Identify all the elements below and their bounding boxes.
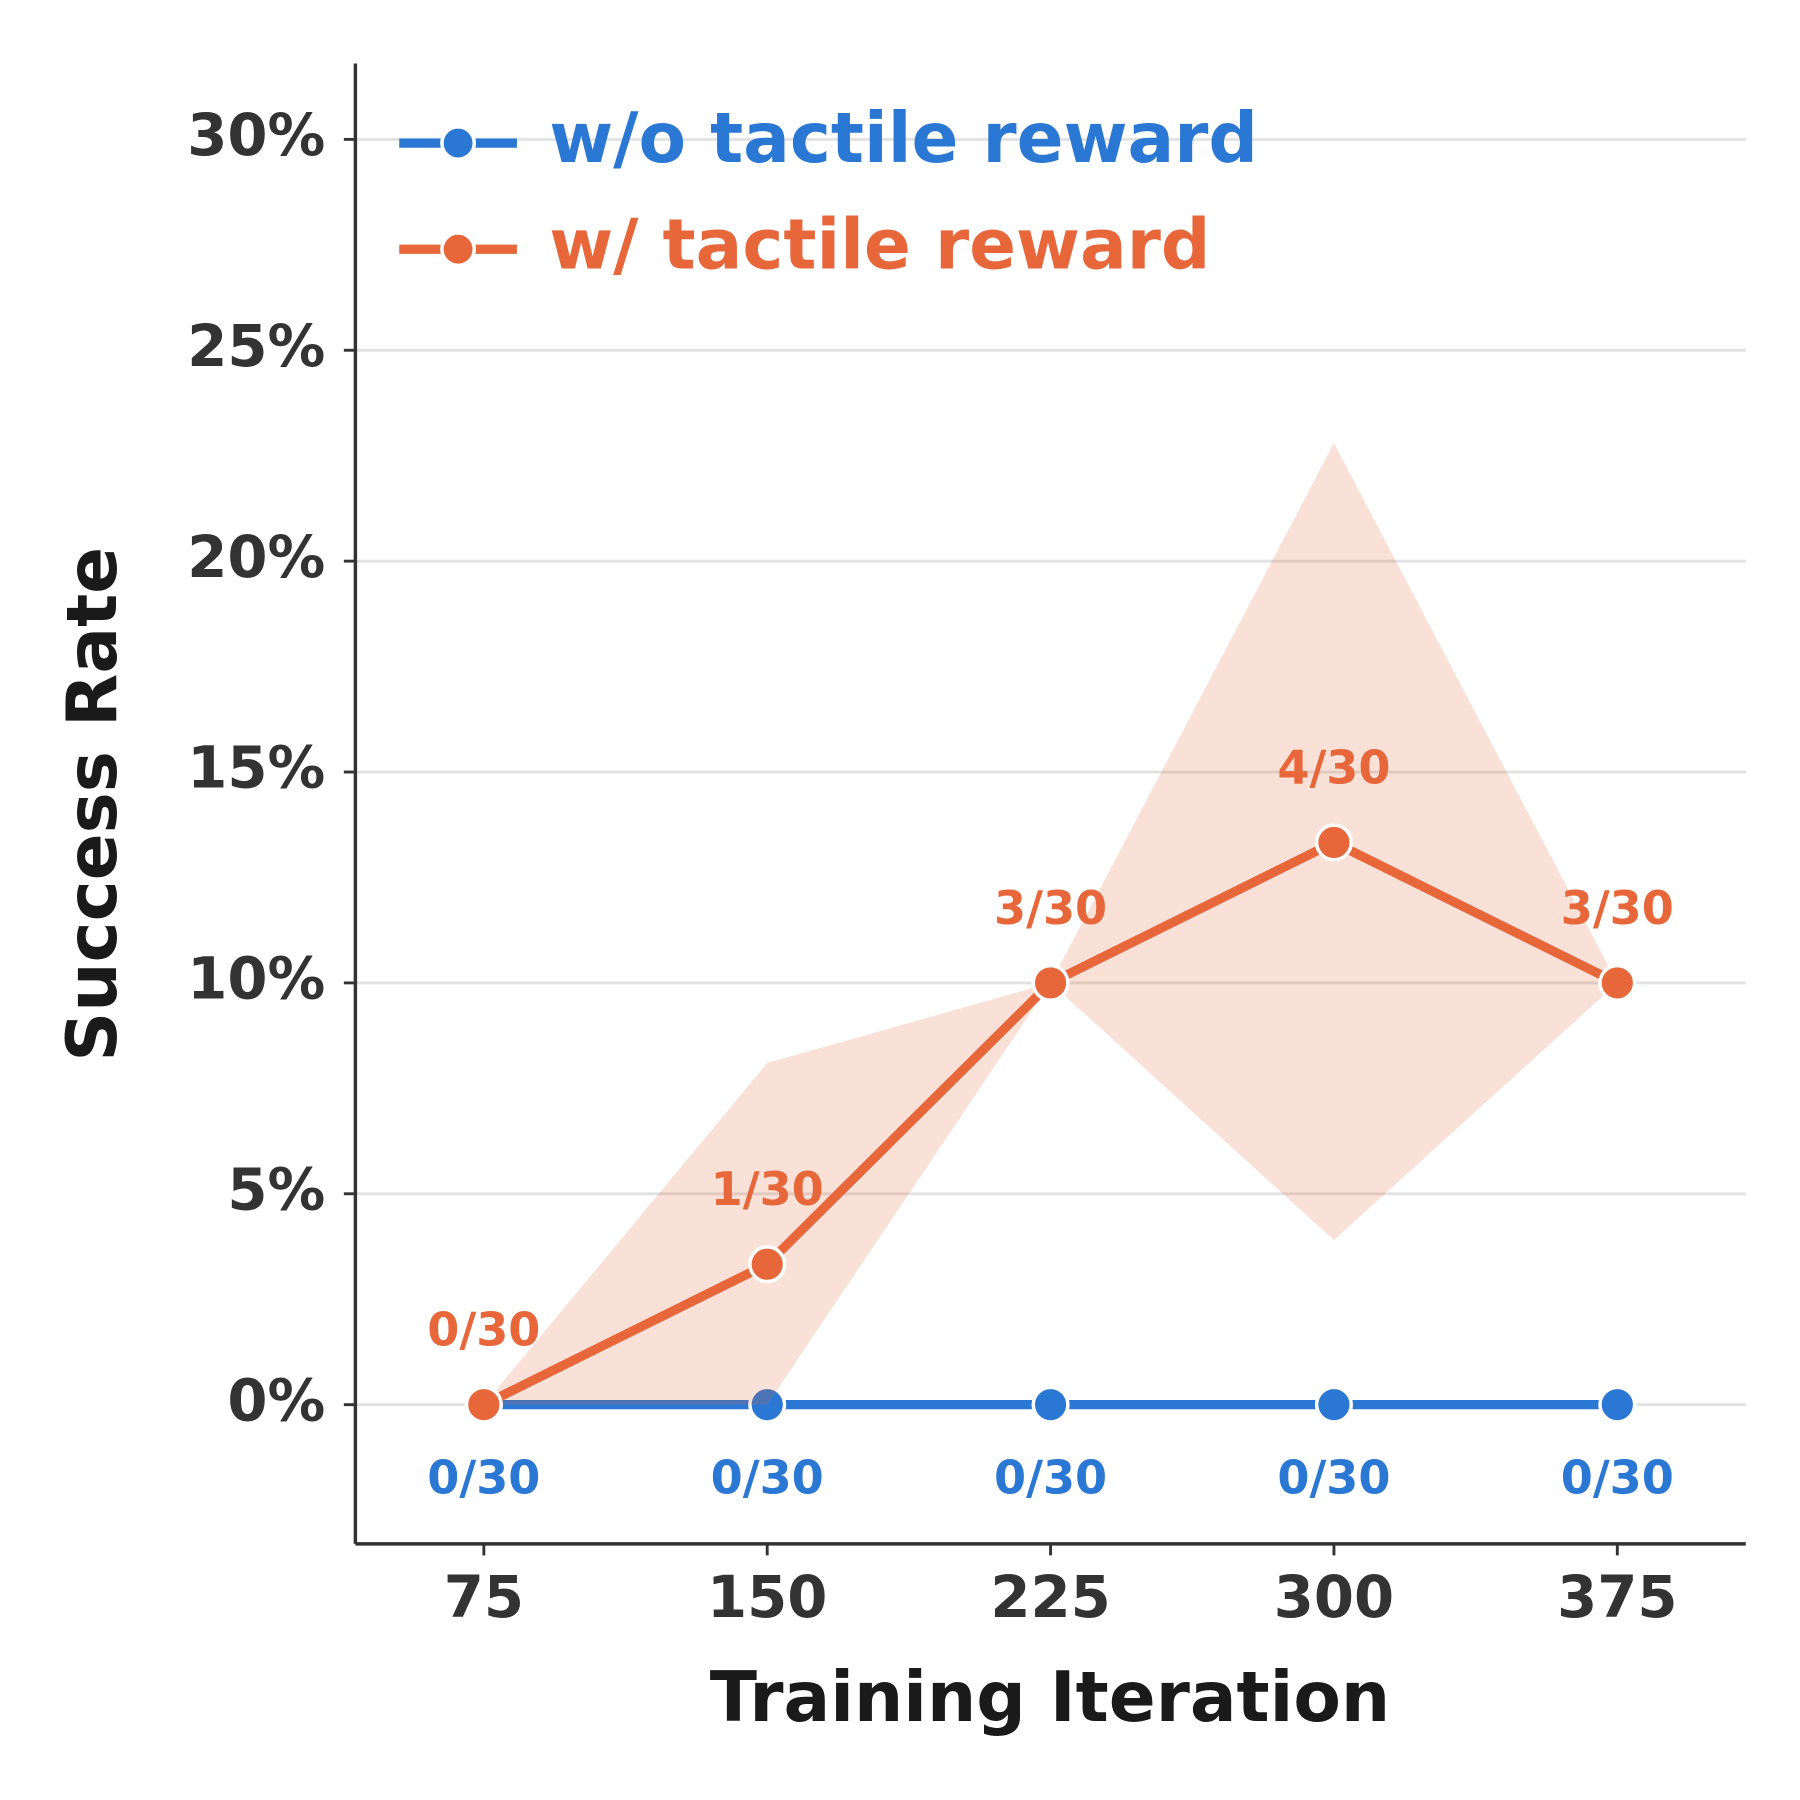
y-tick-label: 0%	[227, 1366, 325, 1434]
data-label: 0/30	[711, 1450, 824, 1504]
data-label: 0/30	[1561, 1450, 1674, 1504]
x-tick-label: 225	[990, 1563, 1110, 1631]
data-point	[1598, 1385, 1637, 1424]
data-label: 3/30	[1561, 881, 1674, 935]
data-point	[748, 1245, 787, 1284]
data-label: 3/30	[994, 881, 1107, 935]
x-tick-label: 375	[1557, 1563, 1677, 1631]
data-point	[1031, 963, 1070, 1002]
data-label: 4/30	[1277, 740, 1390, 794]
y-tick-label: 25%	[187, 312, 325, 380]
data-point	[1031, 1385, 1070, 1424]
x-tick-label: 300	[1274, 1563, 1394, 1631]
y-tick-label: 5%	[227, 1155, 325, 1223]
x-tick-label: 150	[707, 1563, 827, 1631]
legend-marker	[440, 125, 476, 161]
data-label: 0/30	[1277, 1450, 1390, 1504]
data-point	[1598, 963, 1637, 1002]
data-label: 0/30	[427, 1303, 540, 1357]
data-point	[464, 1385, 503, 1424]
legend-label: w/ tactile reward	[549, 205, 1210, 285]
confidence-band	[483, 443, 1618, 1405]
y-tick-label: 10%	[187, 945, 325, 1013]
data-point	[748, 1385, 787, 1424]
data-point	[1314, 823, 1353, 862]
x-axis-label: Training Iteration	[710, 1658, 1390, 1738]
y-tick-label: 30%	[187, 101, 325, 169]
data-point	[1314, 1385, 1353, 1424]
data-label: 1/30	[711, 1162, 824, 1216]
data-label: 0/30	[994, 1450, 1107, 1504]
legend-label: w/o tactile reward	[549, 99, 1258, 179]
legend-marker	[440, 231, 476, 268]
y-tick-label: 15%	[187, 734, 325, 802]
y-tick-label: 20%	[187, 523, 325, 591]
x-tick-label: 75	[444, 1563, 524, 1631]
data-label: 0/30	[427, 1450, 540, 1504]
y-axis-label: Success Rate	[53, 547, 133, 1062]
